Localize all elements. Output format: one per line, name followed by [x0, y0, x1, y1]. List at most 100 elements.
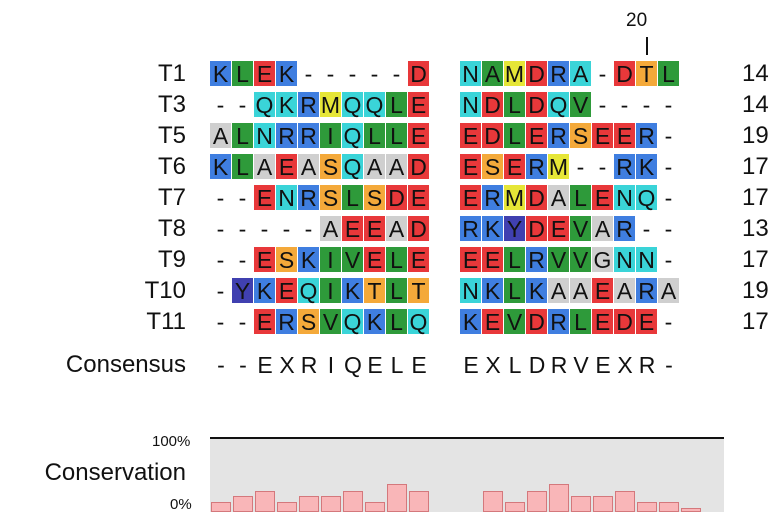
conservation-bar [233, 496, 253, 512]
residue-cell: - [254, 216, 276, 242]
conservation-panel [210, 437, 724, 512]
consensus-residue: - [239, 352, 247, 378]
residue-cell: K [298, 247, 320, 273]
residue-cell: E [254, 247, 276, 273]
conservation-bar [299, 496, 319, 512]
residue-cell: D [408, 61, 430, 87]
residue-count: 17 [742, 153, 769, 180]
consensus-residue: X [485, 352, 501, 378]
residue-cell: N [254, 123, 276, 149]
residue-cell: - [592, 61, 614, 87]
residue-cell: L [658, 61, 680, 87]
residue-cell: K [276, 61, 298, 87]
ruler-tick-mark [646, 37, 648, 55]
residue-cell: T [636, 61, 658, 87]
residue-cell: D [408, 154, 430, 180]
residue-cell: N [460, 92, 482, 118]
residue-cell: E [526, 123, 548, 149]
residue-cell: K [482, 216, 504, 242]
residue-cell: R [276, 309, 298, 335]
residue-cell: E [342, 216, 364, 242]
residue-cell: E [592, 185, 614, 211]
residue-cell: - [614, 92, 636, 118]
conservation-min-label: 0% [170, 496, 192, 513]
conservation-bar [615, 490, 635, 512]
conservation-top-line [210, 437, 724, 439]
residue-count: 17 [742, 184, 769, 211]
residue-count: 17 [742, 308, 769, 335]
sequence-label: T6 [157, 153, 186, 180]
sequence-label: T5 [157, 122, 186, 149]
residue-cell: K [364, 309, 386, 335]
sequence-label: T3 [157, 91, 186, 118]
sequence-label: T9 [157, 246, 186, 273]
residue-cell: L [504, 92, 526, 118]
residue-cell: Q [342, 154, 364, 180]
conservation-bar [277, 502, 297, 512]
residue-cell: A [570, 61, 592, 87]
residue-cell: M [320, 91, 342, 118]
conservation-bar [659, 502, 679, 512]
residue-cell: - [342, 61, 364, 87]
residue-cell: S [276, 247, 298, 273]
residue-cell: A [614, 278, 636, 304]
residue-cell: A [570, 278, 592, 304]
consensus-label: Consensus [65, 351, 186, 378]
residue-cell: Q [342, 92, 364, 118]
residue-cell: D [614, 309, 636, 335]
residue-cell: L [570, 309, 592, 335]
conservation-bar [527, 490, 547, 512]
residue-cell: R [298, 92, 320, 118]
consensus-residue: R [638, 352, 656, 378]
residue-cell: - [232, 309, 254, 335]
residue-cell: N [460, 278, 482, 304]
residue-cell: V [570, 247, 592, 273]
conservation-bar [483, 490, 503, 512]
residue-cell: K [342, 278, 364, 304]
consensus-residue: E [411, 352, 427, 378]
residue-cell: E [636, 309, 658, 335]
residue-cell: L [232, 123, 254, 149]
residue-cell: L [386, 247, 408, 273]
consensus-residue: E [595, 352, 611, 378]
residue-cell: E [364, 247, 386, 273]
residue-cell: A [548, 278, 570, 304]
residue-cell: N [614, 247, 636, 273]
residue-count: 19 [742, 122, 769, 149]
residue-cell: A [592, 216, 614, 242]
residue-cell: Q [342, 309, 364, 335]
residue-cell: E [592, 278, 614, 304]
residue-cell: - [570, 154, 592, 180]
residue-cell: - [298, 216, 320, 242]
residue-cell: D [614, 61, 636, 87]
residue-cell: R [548, 309, 570, 335]
residue-cell: R [460, 216, 482, 242]
residue-cell: K [636, 154, 658, 180]
residue-cell: E [254, 309, 276, 335]
residue-cell: S [320, 185, 342, 211]
residue-cell: - [320, 61, 342, 87]
residue-cell: R [482, 185, 504, 211]
residue-cell: S [570, 123, 592, 149]
sequence-label: T7 [157, 184, 186, 211]
residue-cell: R [636, 278, 658, 304]
residue-cell: Q [364, 92, 386, 118]
residue-cell: - [210, 309, 232, 335]
residue-cell: A [482, 61, 504, 87]
conservation-bar [211, 502, 231, 512]
residue-cell: - [592, 154, 614, 180]
residue-cell: D [408, 216, 430, 242]
consensus-residue: R [550, 352, 568, 378]
residue-cell: E [364, 216, 386, 242]
residue-cell: V [570, 92, 592, 118]
residue-cell: R [298, 185, 320, 211]
consensus-residue: L [390, 352, 404, 378]
residue-cell: V [342, 247, 364, 273]
sequence-label: T10 [144, 277, 186, 304]
residue-cell: V [320, 309, 342, 335]
residue-cell: E [548, 216, 570, 242]
residue-cell: K [210, 61, 232, 87]
residue-cell: - [658, 154, 680, 180]
residue-count: 17 [742, 246, 769, 273]
residue-cell: R [548, 61, 570, 87]
